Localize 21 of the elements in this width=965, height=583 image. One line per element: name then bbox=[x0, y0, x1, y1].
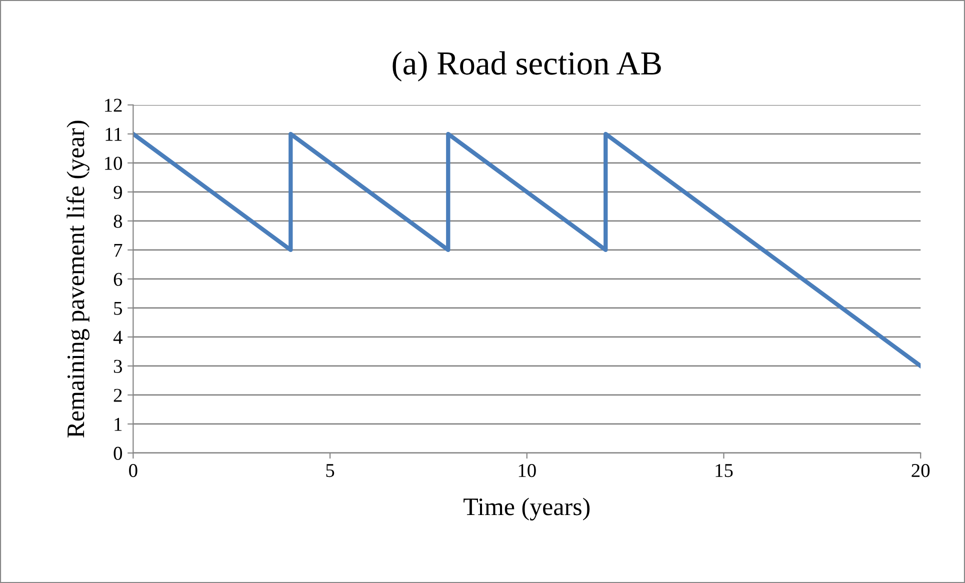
y-tick-label: 8 bbox=[114, 214, 122, 228]
chart-title: (a) Road section AB bbox=[392, 51, 661, 82]
y-axis-title: Remaining pavement life (year) bbox=[66, 120, 90, 438]
y-tick-label: 2 bbox=[114, 388, 122, 402]
y-tick-label: 6 bbox=[114, 272, 122, 286]
y-tick-label: 3 bbox=[114, 360, 122, 373]
y-tick-label: 11 bbox=[106, 128, 122, 141]
y-tick-label: 10 bbox=[105, 156, 122, 170]
y-tick-label: 1 bbox=[114, 418, 122, 431]
y-tick-label: 0 bbox=[114, 446, 122, 460]
y-tick-label: 7 bbox=[114, 244, 122, 257]
y-tick-label: 9 bbox=[114, 186, 122, 199]
x-tick-label: 20 bbox=[912, 464, 930, 478]
y-tick-label: 12 bbox=[105, 98, 122, 112]
x-tick-label: 0 bbox=[129, 464, 138, 478]
x-axis-title: Time (years) bbox=[464, 498, 590, 520]
y-tick-label: 4 bbox=[113, 330, 122, 344]
y-tick-label: 5 bbox=[114, 302, 122, 315]
x-tick-label: 10 bbox=[518, 464, 536, 478]
x-tick-label: 5 bbox=[326, 464, 334, 478]
x-tick-label: 15 bbox=[716, 464, 733, 478]
